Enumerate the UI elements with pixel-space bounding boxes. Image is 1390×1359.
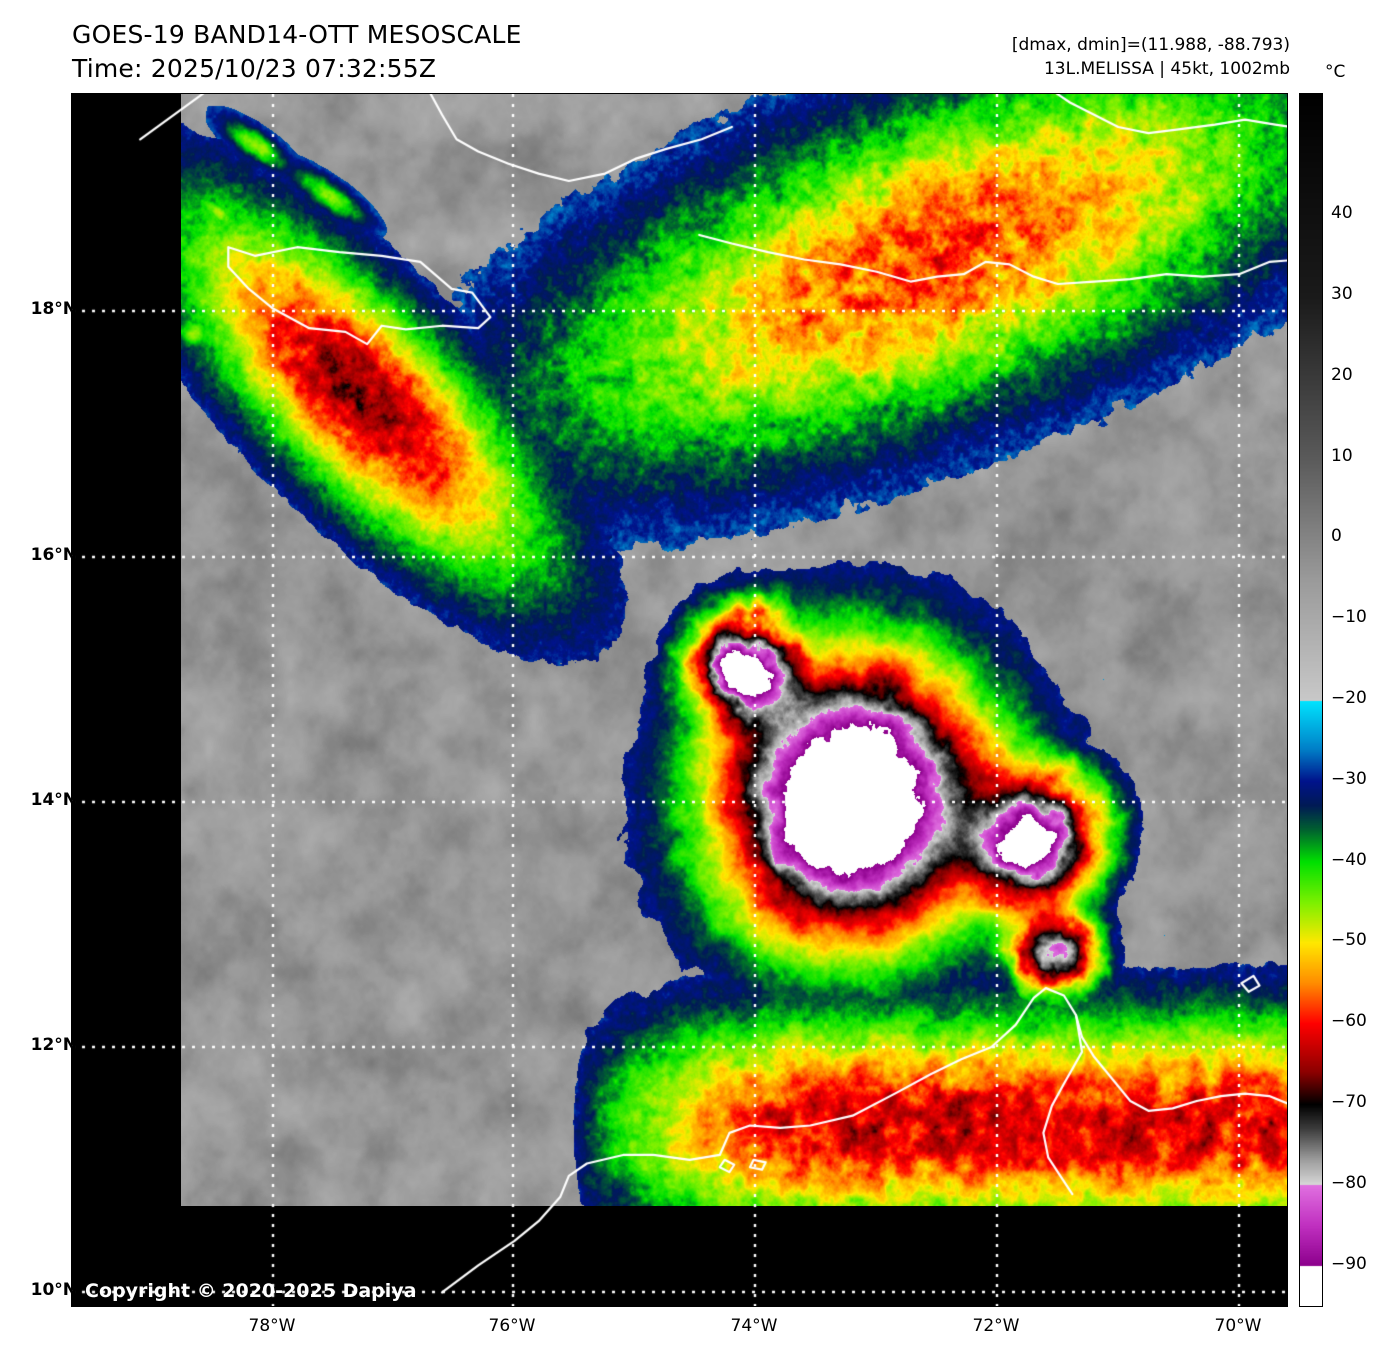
x-axis-tick-76: 76°W (488, 1316, 536, 1336)
colorbar-unit-label: °C (1325, 62, 1346, 82)
colorbar-tick--50: −50 (1331, 930, 1367, 951)
y-axis-tick-14: 14°N (30, 790, 77, 810)
x-axis-tick-70: 70°W (1214, 1316, 1262, 1336)
y-axis-tick-12: 12°N (30, 1035, 77, 1055)
colorbar-tick--90: −90 (1331, 1253, 1367, 1274)
satellite-image-plot: Copyright © 2020-2025 Dapiya (71, 93, 1288, 1307)
storm-info-label: 13L.MELISSA | 45kt, 1002mb (1043, 59, 1290, 79)
y-axis-tick-10: 10°N (30, 1280, 77, 1300)
colorbar-tick--20: −20 (1331, 688, 1367, 708)
data-range-label: [dmax, dmin]=(11.988, -88.793) (1011, 35, 1290, 55)
copyright-label: Copyright © 2020-2025 Dapiya (85, 1280, 417, 1302)
x-axis-tick-72: 72°W (972, 1316, 1020, 1336)
y-axis-tick-16: 16°N (30, 545, 77, 565)
colorbar-tick-40: 40 (1331, 203, 1353, 224)
colorbar-tick-20: 20 (1331, 364, 1353, 385)
colorbar-tick-30: 30 (1331, 284, 1353, 304)
lat-lon-gridlines (72, 94, 1287, 1306)
colorbar-tick--30: −30 (1331, 768, 1367, 789)
colorbar-tick--80: −80 (1331, 1172, 1367, 1193)
title-line-1: GOES-19 BAND14-OTT MESOSCALE (72, 20, 522, 49)
chart-metadata: [dmax, dmin]=(11.988, -88.793) 13L.MELIS… (1012, 33, 1290, 81)
x-axis-tick-78: 78°W (248, 1316, 296, 1336)
temperature-colorbar (1299, 93, 1323, 1307)
colorbar-tick--60: −60 (1331, 1011, 1367, 1032)
colorbar-tick--40: −40 (1331, 849, 1367, 870)
colorbar-gradient (1300, 94, 1322, 1306)
chart-title: GOES-19 BAND14-OTT MESOSCALE Time: 2025/… (72, 18, 522, 86)
y-axis-tick-18: 18°N (30, 299, 77, 319)
title-line-2: Time: 2025/10/23 07:32:55Z (72, 54, 437, 83)
colorbar-tick-0: 0 (1331, 526, 1342, 547)
x-axis-tick-74: 74°W (730, 1316, 778, 1336)
colorbar-tick-10: 10 (1331, 445, 1353, 466)
colorbar-tick--70: −70 (1331, 1092, 1367, 1112)
colorbar-tick--10: −10 (1331, 607, 1367, 628)
